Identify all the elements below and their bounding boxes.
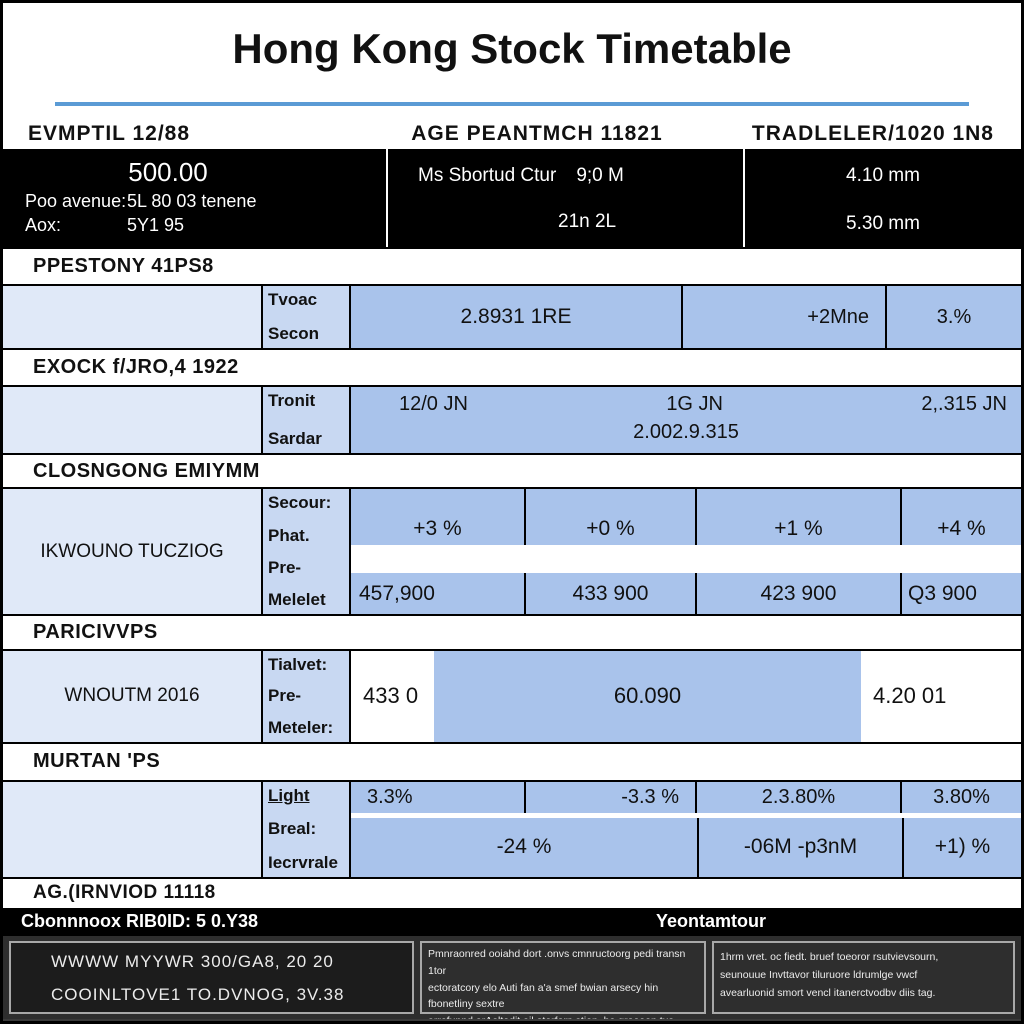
section5-values: 3.3% -3.3 % 2.3.80% 3.80% -24 % -06M -p3… (351, 781, 1021, 877)
section1-value-main: 2.8931 1RE (351, 286, 683, 348)
section3-num-2: 433 900 (526, 573, 697, 615)
section5-bottom-2: -06M -p3nM (699, 817, 904, 877)
summary-row2-value: 5L 80 03 tenene (127, 190, 257, 211)
column-header-center: AGE PEANTMCH 11821 (411, 121, 663, 145)
page-title: Hong Kong Stock Timetable (232, 25, 792, 72)
summary-mid-label: Ms Sbortud Ctur (418, 164, 557, 186)
section3-num-3: 423 900 (697, 573, 902, 615)
summary-price: 500.00 (128, 156, 208, 187)
section2-values: 12/0 JN 1G JN 2,.315 JN 2.002.9.315 (351, 387, 1021, 453)
title-underline (55, 102, 969, 107)
section6-header: AG.(IRNVIOD 11118 (3, 876, 1021, 909)
summary-row3-value: 5Y1 95 (127, 214, 185, 235)
section4-row: WNOUTM 2016 Tialvet: Pre- Meteler: 433 0… (3, 648, 1021, 742)
section5-left-cell (3, 781, 263, 877)
footer-black-bar: Cbonnnoox RIB0ID: 5 0.Y38 Yeontamtour (3, 908, 1021, 935)
footer-col1: WWWW MYYWR 300/GA8, 20 20 COOINLTOVE1 TO… (9, 941, 414, 1015)
section4-left-label: WNOUTM 2016 (3, 650, 263, 742)
section2-header: EXOCK f/JRO,4 1922 (3, 347, 1021, 386)
summary-panel-right: 4.10 mm 5.30 mm (745, 149, 1021, 247)
summary-mid-value1: 9;0 M (576, 164, 624, 186)
section5-bottom-3: +1) % (934, 835, 991, 859)
section5-pct-1: 3.3% (351, 781, 526, 813)
summary-row3-label: Aox: (25, 214, 62, 235)
footer-col1-line1: WWWW MYYWR 300/GA8, 20 20 (51, 952, 334, 972)
section4-header: PARICIVVPS (3, 614, 1021, 649)
summary-right-value2: 5.30 mm (846, 212, 920, 234)
section2-left-cell (3, 387, 263, 453)
bottom-accent-strip (3, 1019, 1021, 1021)
section3-row: IKWOUNO TUCZIOG Secour: Phat. Pre- Melel… (3, 487, 1021, 615)
column-header-left: EVMPTIL 12/88 (28, 121, 191, 145)
title-area: Hong Kong Stock Timetable (3, 3, 1021, 102)
footer-col1-line2: COOINLTOVE1 TO.DVNOG, 3V.38 (51, 985, 345, 1005)
section2-row: Tronit Sardar 12/0 JN 1G JN 2,.315 JN 2.… (3, 385, 1021, 453)
section3-percent-row: +3 % +0 % +1 % +4 % (351, 489, 1021, 546)
section3-number-row: 457,900 433 900 423 900 Q3 900 (351, 573, 1021, 615)
footer-bar-right: Yeontamtour (655, 910, 766, 931)
section1-value-right: 3.% (936, 305, 972, 328)
section5-header: MURTAN 'PS (3, 741, 1021, 780)
section5-row: Light Breal: Iecrvrale 3.3% -3.3 % 2.3.8… (3, 779, 1021, 877)
section1-left-cell (3, 286, 263, 348)
summary-panel-middle: Ms Sbortud Ctur 9;0 M 21n 2L (388, 148, 745, 247)
footer-bar-left: Cbonnnoox RIB0ID: 5 0.Y38 (21, 910, 259, 931)
column-header-right: TRADLELER/1020 1N8 (751, 121, 994, 145)
summary-panel-left: 500.00 Poo avenue: 5L 80 03 tenene Aox: … (3, 148, 388, 247)
section2-value-1: 12/0 JN (399, 393, 468, 416)
footer-col2: Pmnraonred ooiahd dort .onvs cmnructoorg… (420, 941, 706, 1021)
section5-pct-4: 3.80% (933, 785, 990, 808)
summary-bar: 500.00 Poo avenue: 5L 80 03 tenene Aox: … (3, 148, 1021, 247)
section3-pct-3: +1 % (697, 489, 902, 546)
column-headers: EVMPTIL 12/88 AGE PEANTMCH 11821 TRADLEL… (3, 106, 1021, 149)
section3-left-label: IKWOUNO TUCZIOG (3, 489, 263, 615)
summary-mid-value2: 21n 2L (558, 210, 617, 232)
section1-header: PPESTONY 41PS8 (3, 246, 1021, 285)
section4-row-label: Tialvet: Pre- Meteler: (263, 650, 351, 742)
summary-right-value1: 4.10 mm (846, 164, 920, 186)
section1-row-label: Tvoac Secon (263, 286, 351, 348)
section3-row-label: Secour: Phat. Pre- Melelet (263, 489, 351, 615)
section5-pct-2: -3.3 % (526, 781, 697, 813)
section5-bottom-row: -24 % -06M -p3nM +1) % (351, 817, 1021, 877)
section4-values: 433 0 60.090 4.20 01 (351, 650, 1021, 742)
section5-gap (351, 812, 1021, 818)
section4-value-2: 60.090 (613, 683, 682, 709)
section1-value-mid: +2Mne (683, 286, 887, 348)
section2-row-label: Tronit Sardar (263, 387, 351, 453)
section4-blue-band (434, 650, 861, 742)
section5-pct-3: 2.3.80% (697, 781, 902, 813)
section1-row: Tvoac Secon 2.8931 1RE +2Mne 3.% (3, 284, 1021, 348)
section5-percent-row: 3.3% -3.3 % 2.3.80% 3.80% (351, 781, 1021, 813)
footer-notes: WWWW MYYWR 300/GA8, 20 20 COOINLTOVE1 TO… (3, 934, 1021, 1021)
section1-values: 2.8931 1RE +2Mne 3.% (351, 286, 1021, 348)
section5-bottom-1: -24 % (351, 817, 699, 877)
section2-value-total: 2.002.9.315 (633, 421, 739, 444)
section3-pct-1: +3 % (351, 489, 526, 546)
section3-pct-4: +4 % (937, 517, 986, 541)
section2-value-2: 1G JN (666, 393, 723, 416)
footer-col3: 1hrm vret. oc fiedt. bruef toeoror rsutv… (712, 941, 1015, 1015)
section3-pct-2: +0 % (526, 489, 697, 546)
section4-value-1: 433 0 (363, 683, 419, 709)
section3-header: CLOSNGONG EMIYMM (3, 452, 1021, 488)
section5-row-label: Light Breal: Iecrvrale (263, 781, 351, 877)
section2-value-3: 2,.315 JN (921, 393, 1007, 416)
section3-num-4: Q3 900 (908, 581, 977, 605)
section3-num-1: 457,900 (351, 573, 526, 615)
summary-row2-label: Poo avenue: (25, 190, 127, 211)
section4-value-3: 4.20 01 (873, 683, 947, 709)
section3-gap (351, 545, 1021, 574)
section3-values: +3 % +0 % +1 % +4 % 457,900 433 900 423 … (351, 489, 1021, 615)
